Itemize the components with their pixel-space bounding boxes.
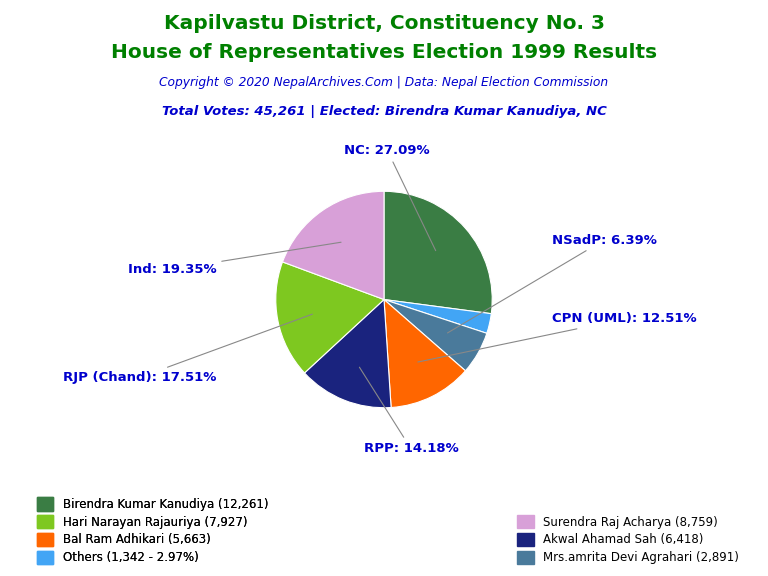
Wedge shape bbox=[283, 191, 384, 300]
Legend: Surendra Raj Acharya (8,759), Akwal Ahamad Sah (6,418), Mrs.amrita Devi Agrahari: Surendra Raj Acharya (8,759), Akwal Aham… bbox=[517, 515, 739, 564]
Wedge shape bbox=[384, 300, 465, 407]
Text: Kapilvastu District, Constituency No. 3: Kapilvastu District, Constituency No. 3 bbox=[164, 14, 604, 33]
Wedge shape bbox=[276, 262, 384, 373]
Wedge shape bbox=[384, 300, 487, 371]
Legend: Birendra Kumar Kanudiya (12,261), Hari Narayan Rajauriya (7,927), Bal Ram Adhika: Birendra Kumar Kanudiya (12,261), Hari N… bbox=[37, 497, 268, 564]
Text: Total Votes: 45,261 | Elected: Birendra Kumar Kanudiya, NC: Total Votes: 45,261 | Elected: Birendra … bbox=[161, 105, 607, 118]
Text: RPP: 14.18%: RPP: 14.18% bbox=[359, 367, 458, 456]
Text: NSadP: 6.39%: NSadP: 6.39% bbox=[448, 233, 657, 333]
Text: Copyright © 2020 NepalArchives.Com | Data: Nepal Election Commission: Copyright © 2020 NepalArchives.Com | Dat… bbox=[160, 76, 608, 89]
Wedge shape bbox=[384, 300, 492, 334]
Wedge shape bbox=[384, 191, 492, 314]
Wedge shape bbox=[304, 300, 391, 408]
Text: CPN (UML): 12.51%: CPN (UML): 12.51% bbox=[418, 313, 697, 362]
Text: NC: 27.09%: NC: 27.09% bbox=[344, 143, 435, 251]
Text: House of Representatives Election 1999 Results: House of Representatives Election 1999 R… bbox=[111, 43, 657, 62]
Text: Ind: 19.35%: Ind: 19.35% bbox=[127, 242, 341, 276]
Text: RJP (Chand): 17.51%: RJP (Chand): 17.51% bbox=[63, 314, 313, 384]
